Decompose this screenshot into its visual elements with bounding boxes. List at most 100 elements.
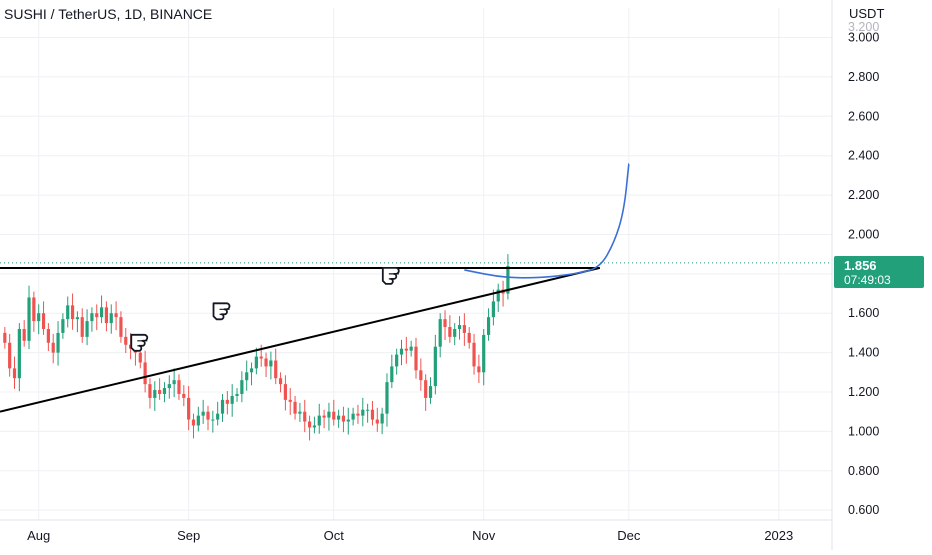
chart-title: SUSHI / TetherUS, 1D, BINANCE — [4, 6, 213, 22]
candle-body — [249, 368, 254, 373]
candle-body — [220, 399, 225, 414]
x-tick-label: Aug — [27, 528, 50, 543]
last-price: 1.856 — [844, 258, 877, 273]
candle-body — [143, 362, 147, 385]
candle-body — [162, 388, 167, 394]
y-tick-label: 2.200 — [848, 188, 879, 202]
y-tick-label: 1.400 — [848, 346, 879, 360]
candle-body — [206, 411, 210, 420]
candle-body — [370, 409, 375, 420]
y-tick-label: 0.600 — [848, 503, 879, 517]
candle-body — [419, 370, 423, 381]
candle-body — [8, 342, 12, 369]
candle-body — [322, 415, 326, 418]
candle-body — [399, 348, 404, 355]
projection-curve — [464, 163, 630, 279]
candle-body — [506, 265, 510, 294]
axes: 0.6000.8001.0001.2001.4001.6001.8002.000… — [0, 0, 879, 550]
y-tick-label: 2.800 — [848, 70, 879, 84]
candle-body — [298, 411, 302, 414]
annotations — [130, 266, 400, 352]
candle-body — [225, 399, 229, 404]
candle-body — [472, 342, 476, 367]
candles — [3, 254, 510, 441]
candle-body — [61, 319, 65, 333]
candle-body — [216, 413, 220, 420]
y-tick-label-partial: 3.200 — [848, 20, 879, 34]
candle-body — [240, 380, 244, 394]
candle-body — [264, 358, 268, 367]
candle-body — [70, 305, 75, 320]
candle-body — [119, 317, 123, 337]
candle-body — [37, 313, 41, 322]
candle-body — [332, 411, 336, 420]
drawings — [0, 163, 832, 413]
y-tick-label: 2.600 — [848, 109, 879, 123]
candle-body — [385, 382, 389, 414]
candle-body — [462, 325, 466, 333]
candle-body — [235, 393, 239, 396]
candle-body — [351, 413, 355, 420]
candle-body — [230, 395, 234, 404]
candle-body — [443, 319, 447, 328]
y-tick-label: 2.000 — [848, 227, 879, 241]
candle-body — [361, 409, 365, 416]
candle-body — [41, 313, 46, 329]
candle-body — [303, 411, 307, 422]
y-tick-label: 0.800 — [848, 464, 879, 478]
candle-body — [491, 301, 495, 318]
candle-body — [17, 328, 21, 379]
candle-body — [409, 346, 413, 351]
candle-body — [375, 419, 379, 424]
candle-body — [172, 380, 176, 385]
candle-body — [12, 368, 17, 379]
currency-label: USDT — [849, 6, 885, 21]
candle-body — [211, 419, 215, 421]
candle-body — [477, 366, 481, 373]
candle-body — [124, 336, 128, 345]
candle-body — [99, 307, 104, 318]
y-tick-label: 1.600 — [848, 306, 879, 320]
candle-body — [433, 346, 437, 387]
hand-outline — [130, 333, 149, 352]
candle-body — [293, 401, 297, 414]
candle-body — [187, 397, 191, 420]
candle-body — [337, 415, 341, 420]
candle-body — [32, 297, 36, 322]
candle-body — [22, 328, 26, 341]
candle-body — [177, 380, 181, 394]
candle-body — [346, 419, 350, 422]
candle-body — [288, 399, 292, 402]
y-tick-label: 3.000 — [848, 31, 879, 45]
candle-body — [438, 319, 442, 347]
candle-body — [104, 307, 109, 324]
hand-fingers — [219, 308, 230, 315]
grid — [0, 8, 832, 520]
x-tick-label: Nov — [472, 528, 496, 543]
y-tick-label: 1.200 — [848, 385, 879, 399]
candle-body — [153, 390, 157, 398]
hand-fingers — [137, 340, 148, 347]
y-tick-label: 2.400 — [848, 149, 879, 163]
candle-body — [496, 289, 500, 302]
candle-body — [148, 384, 152, 398]
candle-body — [245, 372, 249, 381]
candle-body — [317, 415, 321, 426]
candle-body — [482, 334, 486, 373]
hand-outline — [212, 302, 231, 321]
candle-body — [114, 313, 118, 318]
candle-body — [448, 327, 452, 337]
candle-body — [46, 328, 50, 343]
x-tick-label: Oct — [324, 528, 345, 543]
candle-body — [424, 380, 428, 398]
pointing-hand-icon — [381, 266, 400, 285]
pointing-hand-icon — [130, 333, 149, 352]
candle-body — [457, 325, 462, 329]
candle-body — [341, 415, 346, 422]
candle-body — [390, 366, 394, 383]
x-tick-label: 2023 — [764, 528, 793, 543]
candle-body — [428, 386, 433, 398]
candle-body — [269, 360, 273, 367]
x-tick-label: Sep — [177, 528, 200, 543]
